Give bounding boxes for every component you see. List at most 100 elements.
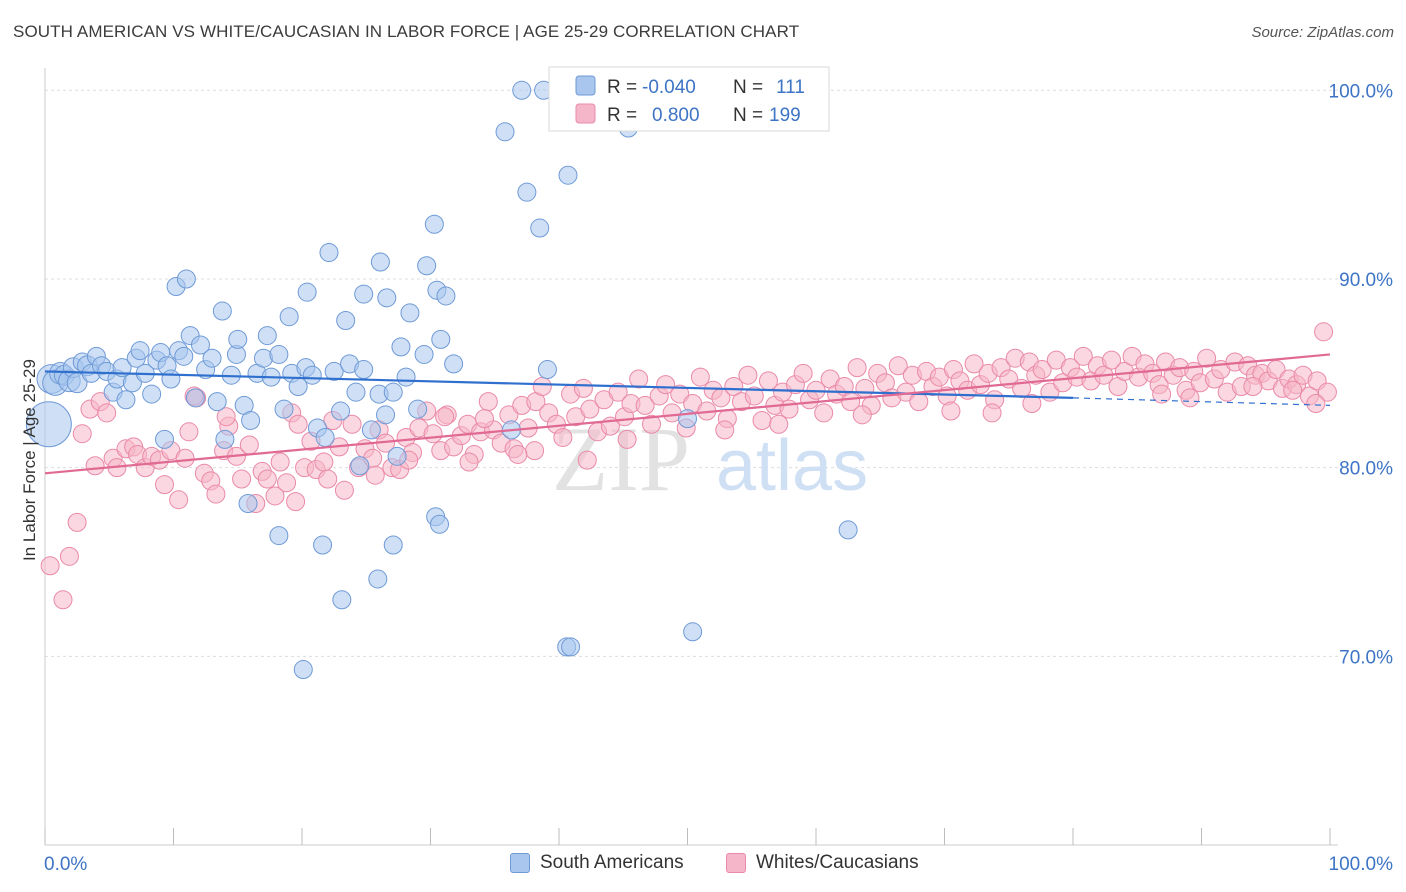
point-south-americans xyxy=(207,392,227,412)
point-whites xyxy=(288,414,308,434)
legend-r-label-1: R = xyxy=(607,77,637,98)
legend-swatch-whites xyxy=(726,853,746,873)
point-whites xyxy=(656,375,676,395)
point-whites xyxy=(365,465,385,485)
axes xyxy=(44,68,1338,846)
point-whites xyxy=(342,414,362,434)
point-south-americans xyxy=(130,341,150,361)
point-south-americans xyxy=(313,535,333,555)
point-whites xyxy=(53,590,73,610)
point-whites xyxy=(314,452,334,472)
point-south-americans xyxy=(238,493,258,513)
point-whites xyxy=(59,546,79,566)
point-south-americans xyxy=(269,344,289,364)
point-whites xyxy=(909,392,929,412)
chart-title: SOUTH AMERICAN VS WHITE/CAUCASIAN IN LAB… xyxy=(13,22,800,41)
point-whites xyxy=(334,480,354,500)
point-whites xyxy=(724,377,744,397)
point-whites xyxy=(1306,394,1326,414)
point-south-americans xyxy=(112,358,132,378)
point-whites xyxy=(265,486,285,506)
trend-lines xyxy=(44,353,1331,475)
point-south-americans xyxy=(293,660,313,680)
point-south-americans xyxy=(116,390,136,410)
point-whites xyxy=(1102,350,1122,370)
point-south-americans xyxy=(414,344,434,364)
legend-swatch-pink xyxy=(575,103,596,124)
point-whites xyxy=(738,365,758,385)
point-south-americans xyxy=(346,382,366,402)
point-south-americans xyxy=(530,218,550,238)
point-whites xyxy=(573,378,593,398)
point-south-americans xyxy=(424,214,444,234)
legend-label-whites: Whites/Caucasians xyxy=(756,852,919,873)
point-whites xyxy=(1314,322,1334,342)
point-south-americans xyxy=(319,243,339,263)
point-south-americans xyxy=(332,590,352,610)
point-south-americans xyxy=(228,329,248,349)
point-south-americans xyxy=(558,165,578,185)
point-south-americans xyxy=(444,354,464,374)
point-whites xyxy=(964,354,984,374)
stats-legend: R = -0.040 N = 111 R = 0.800 N = 199 xyxy=(548,66,830,132)
point-whites xyxy=(232,469,252,489)
point-whites xyxy=(814,403,834,423)
point-whites xyxy=(629,369,649,389)
point-whites xyxy=(478,392,498,412)
point-whites xyxy=(459,452,479,472)
point-whites xyxy=(577,450,597,470)
point-south-americans xyxy=(561,637,581,657)
point-south-americans xyxy=(212,301,232,321)
point-whites xyxy=(277,473,297,493)
point-whites xyxy=(847,358,867,378)
point-south-americans xyxy=(354,284,374,304)
legend-n-value-2: 199 xyxy=(769,105,801,126)
point-whites xyxy=(67,512,87,532)
point-south-americans xyxy=(370,252,390,272)
point-whites xyxy=(286,492,306,512)
point-south-americans xyxy=(387,446,407,466)
point-south-americans xyxy=(315,427,335,447)
point-whites xyxy=(617,429,637,449)
legend-item-whites: Whites/Caucasians xyxy=(726,852,919,874)
point-whites xyxy=(1032,360,1052,380)
point-whites xyxy=(318,469,338,489)
point-whites xyxy=(155,475,175,495)
point-whites xyxy=(216,407,236,427)
point-whites xyxy=(852,405,872,425)
point-south-americans xyxy=(391,337,411,357)
x-tick-label-max: 100.0% xyxy=(1329,854,1394,875)
legend-r-value-1: -0.040 xyxy=(642,77,696,98)
point-whites xyxy=(257,469,277,489)
point-whites xyxy=(752,410,772,430)
legend-n-label-1: N = xyxy=(733,77,763,98)
point-south-americans xyxy=(396,367,416,387)
point-south-americans xyxy=(174,346,194,366)
point-south-americans xyxy=(400,303,420,323)
point-whites xyxy=(508,444,528,464)
point-south-americans xyxy=(683,622,703,642)
trend-south-americans-extrapolated xyxy=(1072,397,1331,406)
point-south-americans xyxy=(279,307,299,327)
trend-whites xyxy=(44,353,1331,475)
point-whites xyxy=(239,435,259,455)
y-tick-label: 90.0% xyxy=(1339,270,1393,291)
series-south-americans-points xyxy=(25,80,858,680)
y-tick-label: 80.0% xyxy=(1339,459,1393,480)
point-south-americans xyxy=(190,335,210,355)
point-whites xyxy=(580,399,600,419)
point-whites xyxy=(635,395,655,415)
point-whites xyxy=(690,367,710,387)
point-whites xyxy=(1283,380,1303,400)
point-whites xyxy=(793,363,813,383)
y-tick-label: 70.0% xyxy=(1339,647,1393,668)
watermark-atlas: atlas xyxy=(716,426,868,506)
point-whites xyxy=(206,484,226,504)
point-south-americans xyxy=(215,429,235,449)
point-south-americans xyxy=(429,514,449,534)
point-whites xyxy=(670,384,690,404)
point-whites xyxy=(175,448,195,468)
point-whites xyxy=(97,403,117,423)
point-south-americans xyxy=(838,520,858,540)
